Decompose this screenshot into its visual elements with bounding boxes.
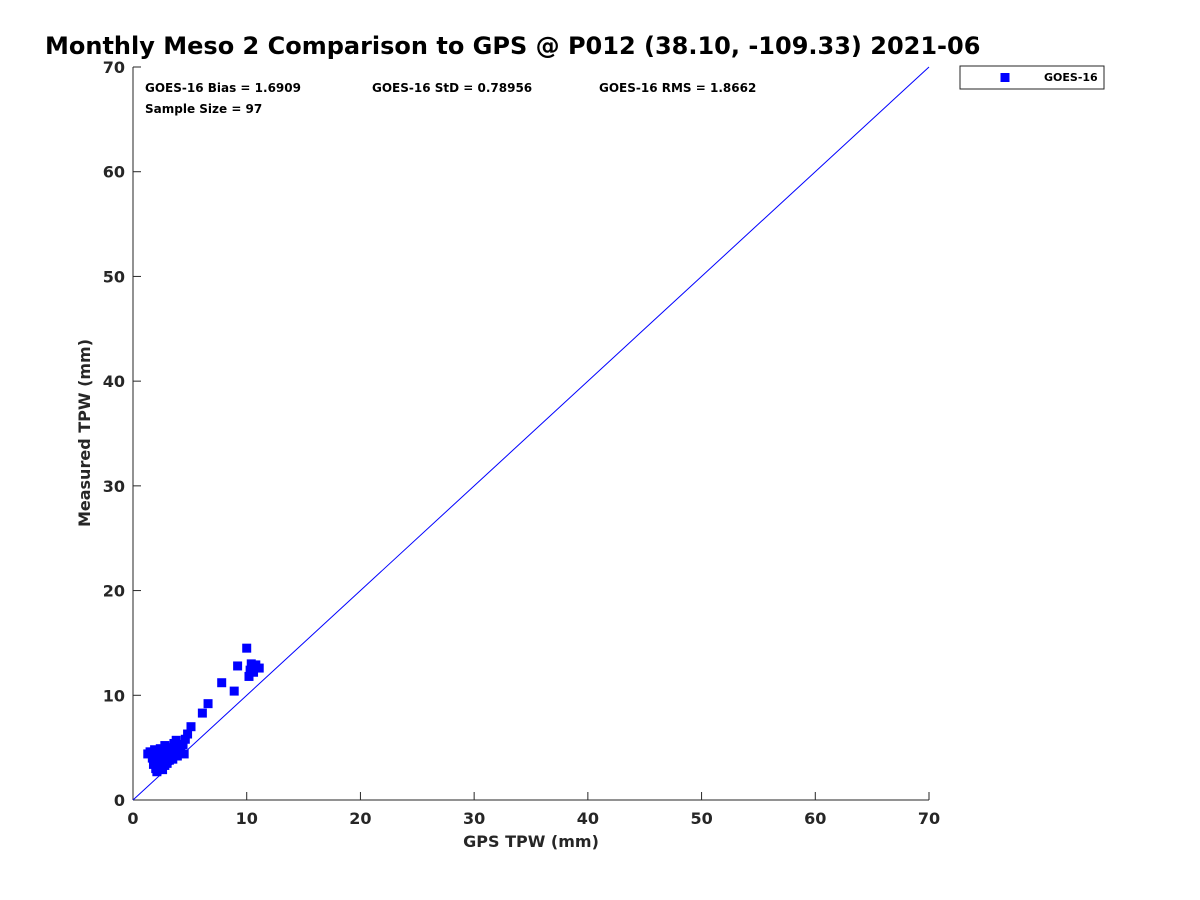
data-point <box>197 708 207 718</box>
x-tick-label: 0 <box>127 809 138 828</box>
data-point <box>217 678 227 688</box>
data-point <box>180 734 190 744</box>
data-point <box>244 671 254 681</box>
plot-axes: 0 10 20 30 40 50 60 70 0 10 20 30 40 50 60 70 <box>103 58 940 828</box>
data-point <box>249 667 259 677</box>
rms-annotation: GOES-16 RMS = 1.8662 <box>599 81 756 95</box>
data-point <box>186 722 196 732</box>
data-point <box>168 754 178 764</box>
data-point <box>246 659 256 669</box>
legend-marker <box>1000 73 1010 82</box>
legend-label: GOES-16 <box>1044 71 1098 84</box>
data-point <box>203 699 213 709</box>
data-point <box>242 643 252 653</box>
y-tick-label: 40 <box>103 372 125 391</box>
y-tick-label: 10 <box>103 686 125 705</box>
legend: GOES-16 <box>959 65 1105 90</box>
sample-size-annotation: Sample Size = 97 <box>145 102 262 116</box>
y-tick-label: 60 <box>103 163 125 182</box>
one-to-one-line <box>132 66 930 801</box>
data-point <box>173 742 183 752</box>
x-tick-label: 20 <box>349 809 371 828</box>
x-axis-label: GPS TPW (mm) <box>463 832 599 851</box>
std-annotation: GOES-16 StD = 0.78956 <box>372 81 532 95</box>
y-tick-label: 70 <box>103 58 125 77</box>
chart-title: Monthly Meso 2 Comparison to GPS @ P012 … <box>45 32 980 60</box>
y-axis-label: Measured TPW (mm) <box>75 339 94 527</box>
data-point <box>229 686 239 696</box>
x-tick-label: 40 <box>577 809 599 828</box>
data-point <box>183 729 193 739</box>
y-tick-label: 50 <box>103 267 125 286</box>
x-tick-label: 70 <box>918 809 940 828</box>
data-point <box>179 749 189 759</box>
x-tick-label: 10 <box>236 809 258 828</box>
data-point <box>178 740 188 750</box>
data-point <box>156 752 166 762</box>
y-tick-label: 30 <box>103 477 125 496</box>
x-tick-label: 30 <box>463 809 485 828</box>
data-points <box>143 643 264 777</box>
y-tick-label: 0 <box>114 791 125 810</box>
x-tick-label: 60 <box>804 809 826 828</box>
y-tick-label: 20 <box>103 582 125 601</box>
data-point <box>171 735 181 745</box>
data-point <box>145 747 155 757</box>
legend-box <box>959 65 1105 90</box>
data-point <box>233 661 243 671</box>
reference-line-layer <box>132 66 930 801</box>
bias-annotation: GOES-16 Bias = 1.6909 <box>145 81 301 95</box>
x-tick-label: 50 <box>690 809 712 828</box>
data-point <box>152 767 162 777</box>
data-point <box>254 663 264 673</box>
